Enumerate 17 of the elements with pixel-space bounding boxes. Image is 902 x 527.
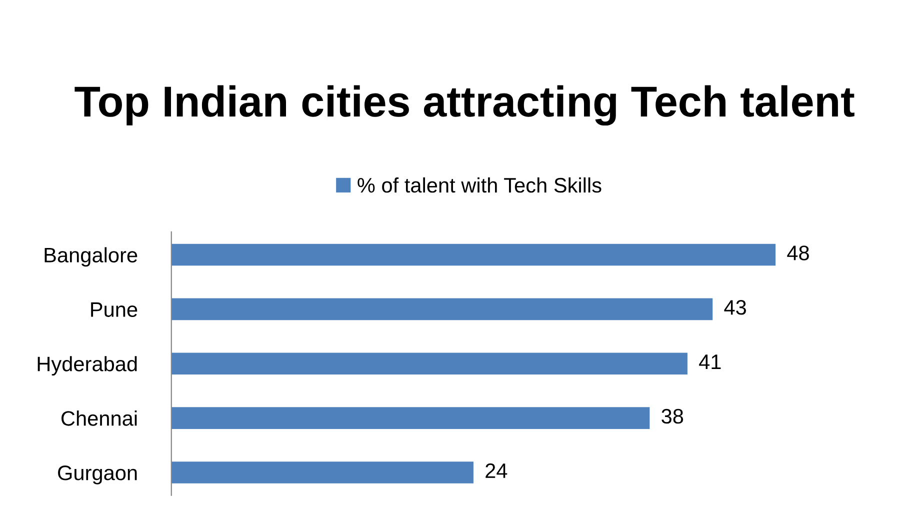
- bar: [171, 244, 776, 266]
- bar: [171, 407, 650, 429]
- data-label: 38: [662, 408, 684, 424]
- y-tick-label: Hyderabad: [38, 356, 137, 376]
- y-tick-label: Chennai: [62, 410, 137, 426]
- y-tick-label: Gurgaon: [58, 466, 137, 484]
- bar: [171, 352, 688, 375]
- data-label: 41: [699, 354, 721, 370]
- legend-label: % of talent with Tech Skills: [358, 177, 602, 193]
- bar: [171, 298, 713, 320]
- y-tick-label: Bangalore: [44, 247, 138, 267]
- data-label: 43: [724, 300, 746, 315]
- bar: [171, 462, 474, 484]
- y-tick-label: Pune: [91, 302, 138, 317]
- data-label: 48: [787, 246, 809, 260]
- data-label: 24: [486, 463, 508, 478]
- chart-title: Top Indian cities attracting Tech talent: [74, 85, 854, 126]
